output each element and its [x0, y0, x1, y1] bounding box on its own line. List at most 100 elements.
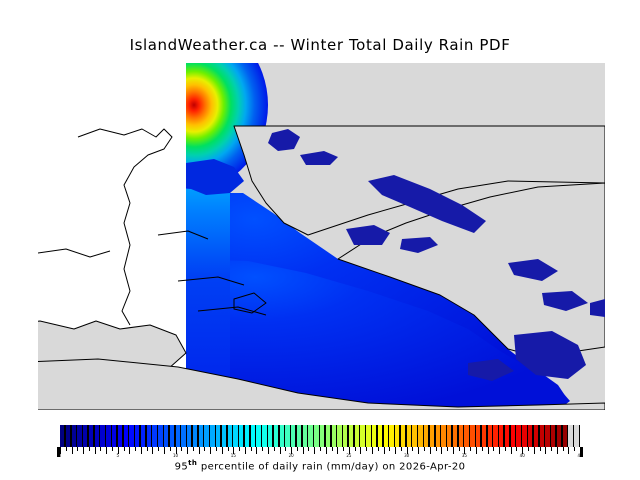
colorbar-tick: [198, 447, 200, 454]
colorbar-tick: [291, 447, 293, 454]
colorbar-segment: [400, 425, 406, 447]
colorbar-segment: [65, 425, 71, 447]
colorbar-segment: [181, 425, 186, 447]
colorbar-tick: [360, 447, 362, 454]
colorbar-segment: [516, 425, 521, 447]
colorbar-tick: [320, 447, 321, 451]
colorbar-tick-label: 35: [461, 453, 467, 458]
colorbar-segment: [94, 425, 99, 447]
colorbar-tick: [221, 447, 223, 454]
colorbar-tick: [152, 447, 154, 454]
colorbar-segment: [175, 425, 180, 447]
colorbar-segment: [493, 425, 498, 447]
colorbar[interactable]: [60, 425, 580, 447]
colorbar-tick: [140, 447, 142, 454]
colorbar-tick-label: 25: [346, 453, 352, 458]
island-midwater: [346, 225, 390, 245]
colorbar-tick-label: 0: [58, 453, 62, 458]
colorbar-tick: [239, 447, 241, 451]
colorbar-segment: [320, 425, 325, 447]
colorbar-tick: [389, 447, 391, 451]
colorbar-segment: [302, 425, 307, 447]
colorbar-segment: [429, 425, 435, 447]
colorbar-tick-label: 10: [173, 453, 179, 458]
colorbar-tick: [400, 447, 402, 451]
colorbar-tick: [522, 447, 524, 454]
colorbar-tick: [192, 447, 194, 451]
caption-value: 95: [174, 461, 189, 473]
colorbar-segment: [476, 425, 481, 447]
colorbar-segment: [285, 425, 290, 447]
island-long-ridge: [368, 175, 486, 233]
colorbar-tick: [406, 447, 408, 454]
colorbar-tick: [314, 447, 316, 454]
colorbar-tick: [169, 447, 171, 451]
colorbar-tick: [296, 447, 298, 451]
colorbar-segment: [395, 425, 400, 447]
colorbar-segment: [164, 425, 169, 447]
upper-channel-water: [186, 159, 244, 195]
colorbar-segment: [337, 425, 342, 447]
colorbar-tick: [418, 447, 420, 454]
colorbar-tick: [458, 447, 460, 451]
coastline-nw-inlet: [77, 128, 173, 326]
page-title: IslandWeather.ca -- Winter Total Daily R…: [129, 36, 511, 54]
colorbar-tick: [233, 447, 235, 454]
colorbar-segment: [568, 425, 573, 447]
colorbar-tick: [481, 447, 483, 451]
colorbar-tick: [354, 447, 356, 451]
colorbar-tick-label: 15: [230, 453, 236, 458]
colorbar-tick: [395, 447, 397, 454]
colorbar-caption: 95th percentile of daily rain (mm/day) o…: [0, 459, 640, 472]
colorbar-segment: [273, 425, 279, 447]
colorbar-tick: [476, 447, 477, 454]
colorbar-segment: [83, 425, 88, 447]
colorbar-segment: [77, 425, 82, 447]
colorbar-endcap-right: [580, 447, 583, 457]
colorbar-tick: [123, 447, 125, 451]
colorbar-tick: [504, 447, 506, 451]
caption-text: percentile of daily rain (mm/day) on 202…: [197, 461, 466, 473]
island-southeast-knot: [514, 331, 586, 379]
colorbar-tick: [135, 447, 137, 451]
colorbar-tick: [227, 447, 229, 451]
colorbar-segment: [112, 425, 117, 447]
colorbar-tick: [325, 447, 327, 454]
colorbar-segment: [348, 425, 354, 447]
island-east-chain-b: [542, 291, 588, 311]
colorbar-segment: [389, 425, 394, 447]
colorbar-segment: [464, 425, 469, 447]
colorbar-segment: [239, 425, 244, 447]
colorbar-segment: [377, 425, 383, 447]
colorbar-segment: [71, 425, 76, 447]
colorbar-segment: [424, 425, 429, 447]
colorbar-tick: [539, 447, 541, 451]
colorbar-tick: [164, 447, 165, 454]
colorbar-tick: [112, 447, 113, 451]
colorbar-segment: [135, 425, 140, 447]
colorbar-tick: [77, 447, 79, 451]
colorbar-tick: [545, 447, 547, 454]
colorbar-tick: [285, 447, 287, 451]
colorbar-segment: [406, 425, 411, 447]
colorbar-tick: [499, 447, 501, 454]
colorbar-segment: [221, 425, 227, 447]
colorbar-tick: [470, 447, 472, 451]
colorbar-tick: [175, 447, 177, 454]
island-far-right: [590, 299, 605, 317]
colorbar-tick: [65, 447, 67, 451]
map-panel[interactable]: [38, 63, 605, 410]
colorbar-segment: [383, 425, 388, 447]
colorbar-tick: [435, 447, 437, 451]
colorbar-segment: [574, 425, 579, 447]
colorbar-tick: [204, 447, 206, 451]
colorbar-tick: [452, 447, 454, 454]
colorbar-segment: [435, 425, 440, 447]
colorbar-segment: [551, 425, 556, 447]
colorbar-tick: [302, 447, 304, 454]
colorbar-segment: [308, 425, 313, 447]
coastline-channel-b: [177, 276, 245, 286]
colorbar-tick-label: 30: [404, 453, 410, 458]
colorbar-segment: [60, 425, 65, 447]
colorbar-segment: [545, 425, 550, 447]
